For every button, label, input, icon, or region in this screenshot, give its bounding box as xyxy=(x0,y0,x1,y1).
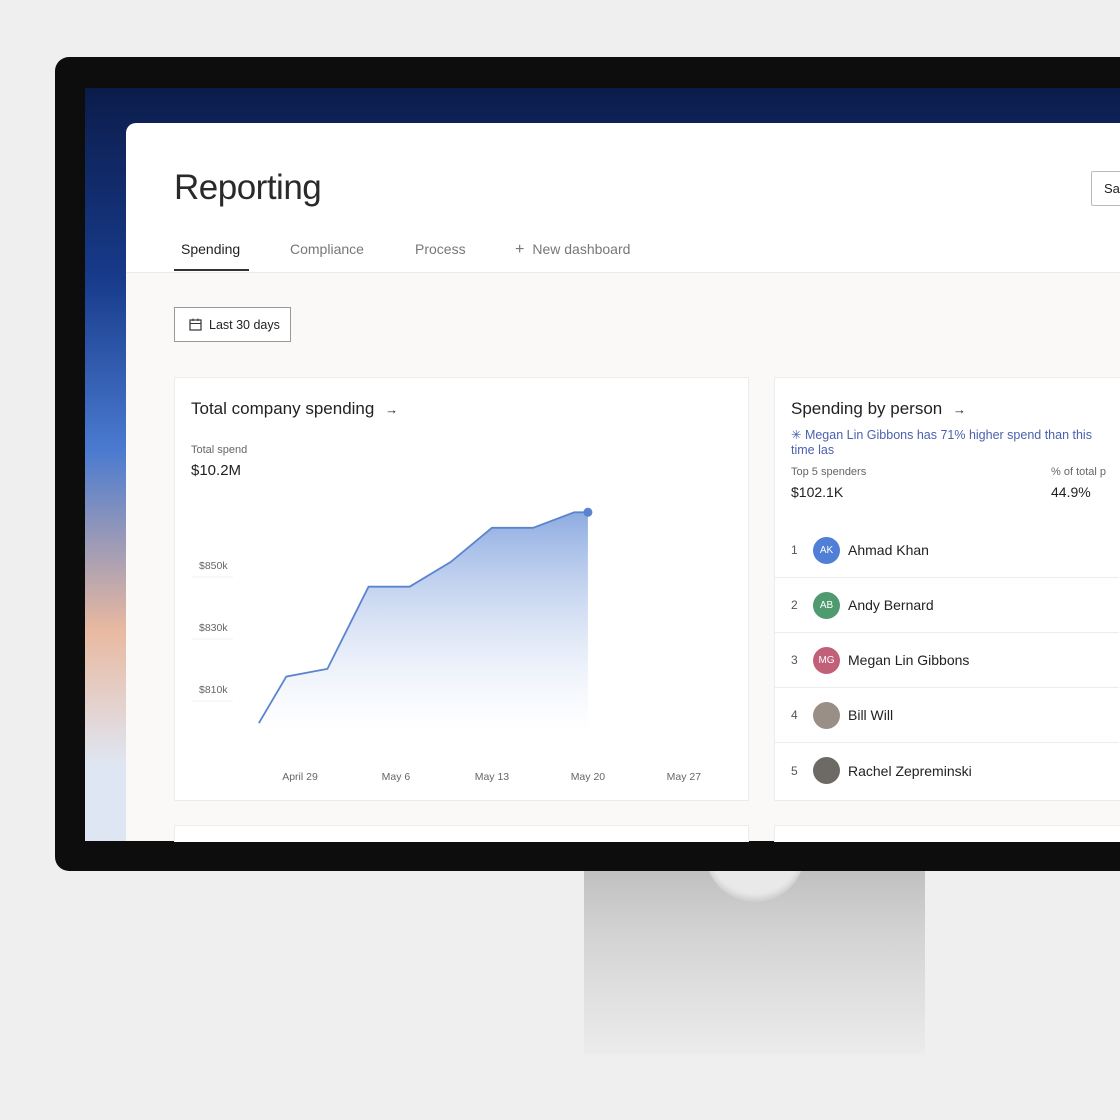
tab-new-dashboard[interactable]: + New dashboard xyxy=(515,241,630,259)
x-tick-label: April 29 xyxy=(282,771,318,783)
app-window: Reporting Sa Spending Compliance Process… xyxy=(126,123,1120,842)
save-button[interactable]: Sa xyxy=(1091,171,1120,206)
avatar xyxy=(813,701,840,729)
spender-name: Bill Will xyxy=(848,707,894,723)
avatar: AB xyxy=(813,591,840,619)
x-tick-label: May 27 xyxy=(667,771,702,783)
spending-by-person-card: Spending by person → ✳ Megan Lin Gibbons… xyxy=(774,377,1120,801)
tab-label: New dashboard xyxy=(532,241,631,257)
page-title: Reporting xyxy=(174,168,322,207)
avatar xyxy=(813,757,840,784)
spender-row[interactable]: 2 AB Andy Bernard xyxy=(775,578,1119,633)
spender-row[interactable]: 4 Bill Will xyxy=(775,688,1119,743)
x-tick-label: May 6 xyxy=(382,771,411,783)
spending-by-person-title[interactable]: Spending by person → xyxy=(791,399,966,418)
spender-rank: 2 xyxy=(791,598,798,612)
dashboard-content: Last 30 days Total company spending → To… xyxy=(126,272,1120,842)
active-tab-indicator xyxy=(174,269,249,271)
spend-insight: ✳ Megan Lin Gibbons has 71% higher spend… xyxy=(791,428,1092,457)
tab-compliance[interactable]: Compliance xyxy=(290,241,364,257)
total-spending-card: Total company spending → Total spend $10… xyxy=(174,377,749,801)
avatar: AK xyxy=(813,536,840,564)
arrow-right-icon: → xyxy=(385,402,399,417)
next-card-right xyxy=(774,825,1120,842)
spending-area-chart: $850k $830k $810k April 29 May 6 May 13 May 20… xyxy=(192,507,702,783)
total-spend-label: Total spend xyxy=(191,444,248,456)
monitor-screen: Reporting Sa Spending Compliance Process… xyxy=(85,88,1120,842)
area-fill xyxy=(258,512,588,733)
calendar-icon xyxy=(189,318,202,331)
tab-process[interactable]: Process xyxy=(415,241,466,257)
spender-row[interactable]: 3 MG Megan Lin Gibbons xyxy=(775,633,1119,688)
y-tick-label: $810k xyxy=(199,684,228,696)
y-tick-label: $850k xyxy=(199,560,228,572)
arrow-right-icon: → xyxy=(952,402,966,417)
spender-rank: 5 xyxy=(791,763,798,778)
avatar: MG xyxy=(813,646,840,674)
percent-total-label: % of total p xyxy=(1051,466,1107,478)
x-tick-label: May 13 xyxy=(475,771,510,783)
spender-row[interactable]: 1 AK Ahmad Khan xyxy=(775,523,1119,578)
total-spend-value: $10.2M xyxy=(191,462,242,479)
top-spenders-label: Top 5 spenders xyxy=(791,466,867,478)
spender-name: Ahmad Khan xyxy=(848,542,929,558)
percent-total-value: 44.9% xyxy=(1051,484,1091,500)
plus-icon: + xyxy=(515,241,525,258)
spender-rank: 3 xyxy=(791,653,798,667)
spender-row[interactable]: 5 Rachel Zepreminski xyxy=(775,743,1119,798)
y-tick-label: $830k xyxy=(199,622,228,634)
spender-name: Andy Bernard xyxy=(848,597,934,613)
spender-rank: 4 xyxy=(791,708,798,722)
spender-rank: 1 xyxy=(791,543,798,557)
spender-name: Megan Lin Gibbons xyxy=(848,652,970,668)
next-card xyxy=(174,825,749,842)
date-range-button[interactable]: Last 30 days xyxy=(174,307,291,342)
total-spending-title[interactable]: Total company spending → xyxy=(191,399,399,418)
x-tick-label: May 20 xyxy=(571,771,606,783)
latest-point-marker[interactable] xyxy=(583,507,593,517)
top-spenders-value: $102.1K xyxy=(791,484,844,500)
tab-spending[interactable]: Spending xyxy=(181,241,241,257)
spender-name: Rachel Zepreminski xyxy=(848,762,972,779)
spend-line xyxy=(258,511,588,724)
date-range-label: Last 30 days xyxy=(209,317,280,332)
